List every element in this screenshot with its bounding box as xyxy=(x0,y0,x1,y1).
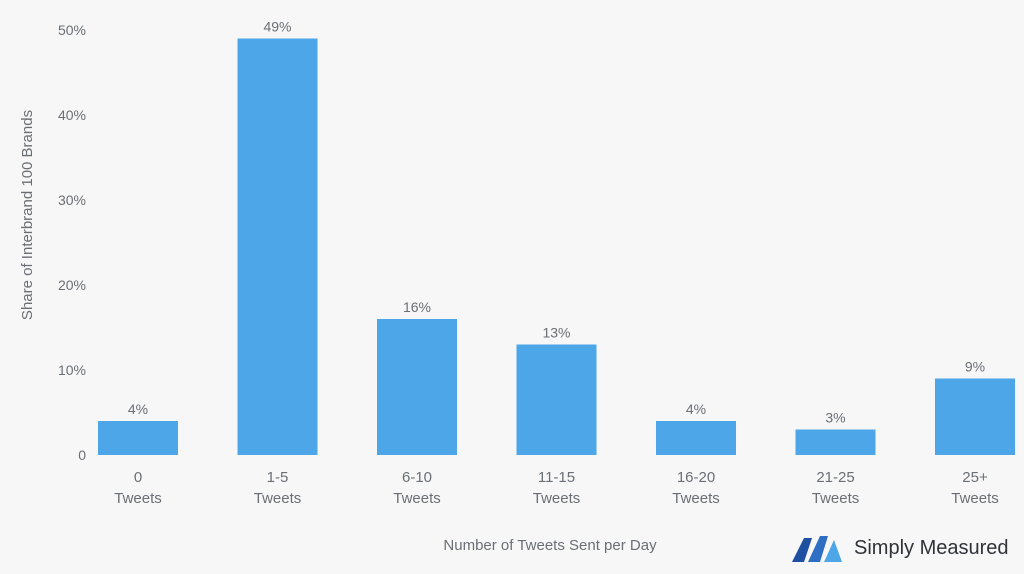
x-tick-label: 11-15 xyxy=(538,469,575,486)
bar xyxy=(237,38,318,455)
x-tick-label: 1-5 xyxy=(267,469,289,486)
bar xyxy=(516,344,597,455)
x-axis-title: Number of Tweets Sent per Day xyxy=(443,537,657,554)
data-label: 9% xyxy=(965,359,985,375)
x-tick-label: 16-20 xyxy=(677,469,715,486)
y-tick-label: 40% xyxy=(58,107,86,123)
x-tick-label: 21-25 xyxy=(816,469,854,486)
y-tick-label: 20% xyxy=(58,277,86,293)
bar xyxy=(98,421,178,455)
y-tick-label: 10% xyxy=(58,362,86,378)
x-tick-label: Tweets xyxy=(114,490,162,507)
x-tick-label: 6-10 xyxy=(402,469,432,486)
x-tick-label: 25+ xyxy=(962,469,988,486)
data-label: 49% xyxy=(263,19,291,35)
x-tick-label: 0 xyxy=(134,469,142,486)
x-tick-label: Tweets xyxy=(533,490,581,507)
x-tick-label: Tweets xyxy=(672,490,720,507)
data-label: 4% xyxy=(128,401,148,417)
brand-logo: Simply Measured xyxy=(790,532,1009,564)
y-tick-label: 50% xyxy=(58,22,86,38)
data-label: 3% xyxy=(825,410,845,426)
bar xyxy=(377,319,457,455)
brand-name: Simply Measured xyxy=(854,536,1009,559)
bar xyxy=(935,378,1015,455)
x-tick-label: Tweets xyxy=(951,490,999,507)
x-tick-label: Tweets xyxy=(393,490,441,507)
data-label: 16% xyxy=(403,299,431,315)
y-tick-label: 0 xyxy=(78,447,86,463)
simply-measured-logo-icon xyxy=(792,536,842,562)
y-tick-label: 30% xyxy=(58,192,86,208)
x-tick-label: Tweets xyxy=(812,490,860,507)
y-axis-title: Share of Interbrand 100 Brands xyxy=(19,110,36,320)
x-tick-label: Tweets xyxy=(254,490,302,507)
bar xyxy=(795,429,876,455)
data-label: 13% xyxy=(542,325,570,341)
bar xyxy=(656,421,736,455)
data-label: 4% xyxy=(686,401,706,417)
